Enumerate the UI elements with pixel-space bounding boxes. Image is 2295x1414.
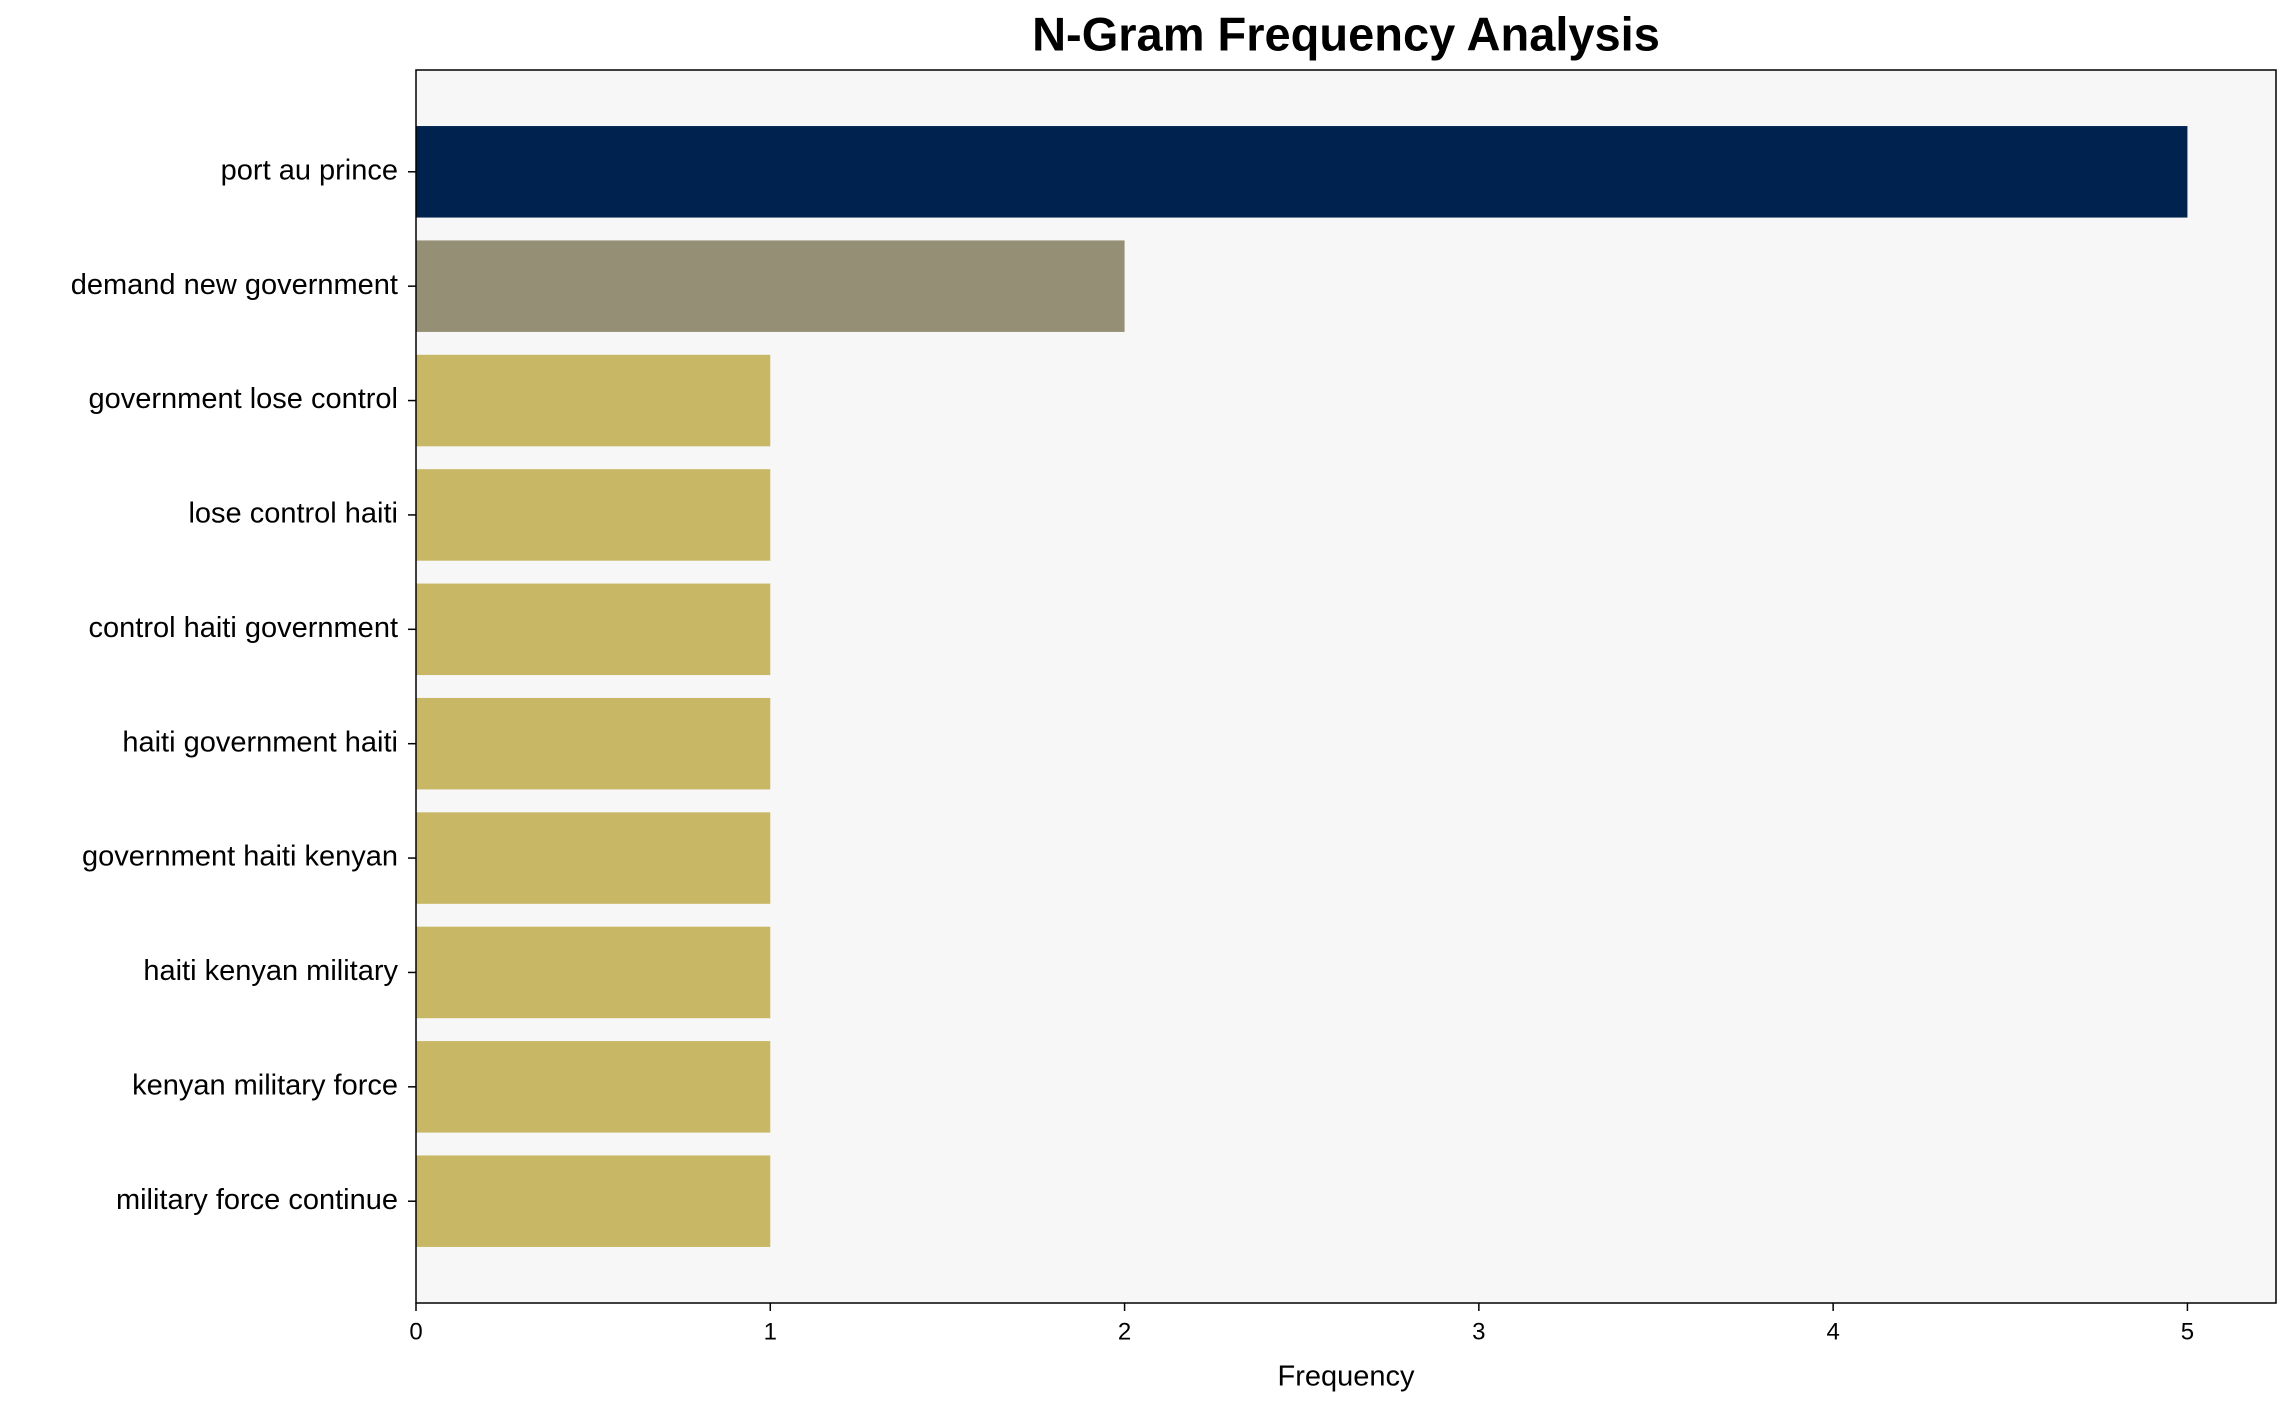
y-tick-label: government lose control: [89, 383, 399, 415]
x-tick-label: 0: [409, 1318, 422, 1345]
bar: [416, 354, 771, 447]
y-tick-label: military force continue: [116, 1184, 398, 1216]
bar: [416, 126, 2188, 218]
y-tick-label: government haiti kenyan: [82, 841, 398, 873]
y-tick-label: control haiti government: [89, 612, 399, 644]
bar: [416, 812, 771, 904]
bar: [416, 1041, 771, 1133]
bar: [416, 926, 771, 1019]
bar: [416, 583, 771, 676]
x-tick-label: 1: [764, 1318, 777, 1345]
y-tick-label: port au prince: [221, 154, 398, 186]
bar: [416, 469, 771, 561]
bar: [416, 697, 771, 790]
plot-frame: [415, 69, 2277, 1304]
x-tick-label: 3: [1472, 1318, 1485, 1345]
x-tick-label: 4: [1826, 1318, 1839, 1345]
bar: [416, 1155, 771, 1247]
y-tick-label: haiti government haiti: [122, 726, 398, 758]
y-tick-label: demand new government: [71, 269, 398, 301]
y-tick-label: lose control haiti: [188, 498, 398, 530]
x-axis-label: Frequency: [1277, 1361, 1415, 1393]
x-tick-label: 2: [1118, 1318, 1131, 1345]
bar: [416, 240, 1125, 332]
y-tick-label: kenyan military force: [132, 1069, 398, 1101]
chart-title: N-Gram Frequency Analysis: [1032, 7, 1660, 60]
y-tick-label: haiti kenyan military: [143, 955, 398, 987]
x-tick-label: 5: [2181, 1318, 2194, 1345]
